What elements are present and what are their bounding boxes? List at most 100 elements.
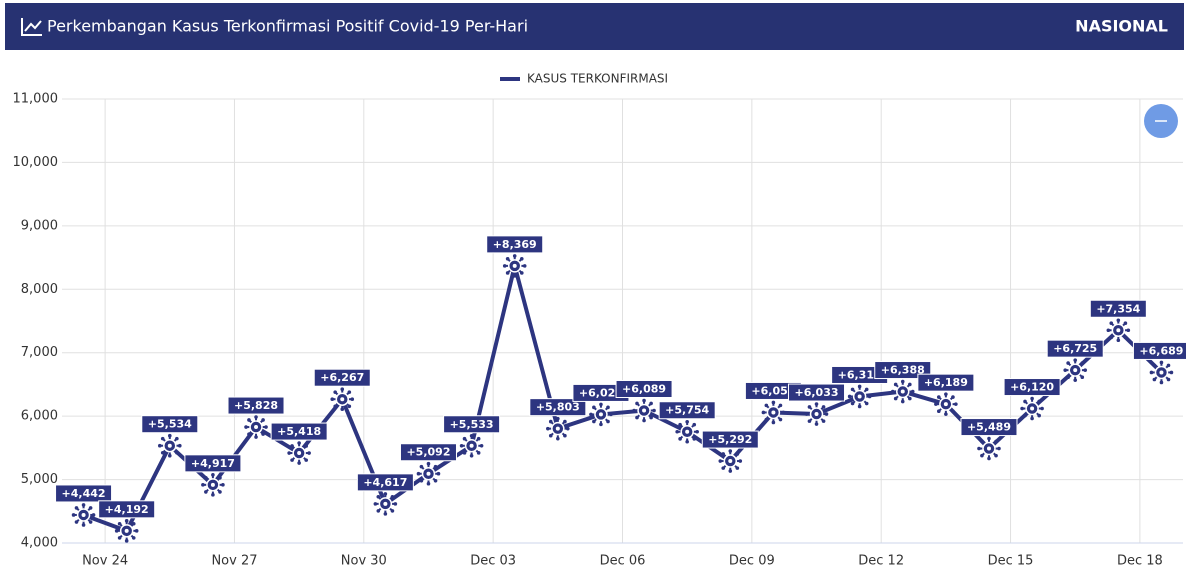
marker-spike-tip xyxy=(649,401,653,406)
marker-spike-tip xyxy=(1073,378,1078,382)
x-tick-label: Nov 24 xyxy=(82,554,128,569)
marker-spike-tip xyxy=(864,401,869,406)
marker-spike-tip xyxy=(114,529,119,533)
marker-spike-tip xyxy=(157,443,162,448)
marker-spike-tip xyxy=(261,432,265,436)
x-tick-label: Dec 12 xyxy=(858,554,904,569)
marker-spike-tip xyxy=(1123,321,1128,325)
marker-spike-tip xyxy=(290,458,294,462)
marker-spike-tip xyxy=(91,513,96,517)
marker-core xyxy=(728,459,733,464)
marker-spike-tip xyxy=(1149,370,1154,375)
marker-spike-tip xyxy=(1166,377,1171,382)
marker-spike-tip xyxy=(944,412,948,416)
marker-spike-tip xyxy=(652,408,656,413)
data-label-box xyxy=(1089,299,1147,318)
marker-spike-tip xyxy=(1063,368,1068,372)
marker-spike-tip xyxy=(997,446,1001,451)
marker-spike-tip xyxy=(893,396,898,401)
marker-spike-tip xyxy=(821,405,826,409)
marker-spike-tip xyxy=(1083,368,1088,372)
marker-spike-tip xyxy=(781,410,786,415)
marker xyxy=(502,254,527,278)
header-icon xyxy=(21,18,42,36)
marker-spike-tip xyxy=(81,503,86,507)
data-label-box xyxy=(1132,341,1186,360)
marker-spike-tip xyxy=(175,436,179,441)
marker-spike-tip xyxy=(987,456,991,461)
marker-spike-tip xyxy=(177,443,182,448)
marker-spike-tip xyxy=(124,519,129,523)
marker xyxy=(1020,396,1044,421)
marker-core xyxy=(900,389,905,394)
marker-spike-tip xyxy=(1030,396,1034,401)
marker-spike-tip xyxy=(936,409,941,414)
marker-spike-tip xyxy=(563,433,567,438)
marker-spike-tip xyxy=(419,464,424,469)
data-label: +4,617 xyxy=(363,476,407,489)
marker-spike-tip xyxy=(893,382,898,387)
data-label: +4,917 xyxy=(191,457,235,470)
marker-spike-tip xyxy=(980,453,984,458)
data-label: +6,689 xyxy=(1139,344,1183,357)
marker-spike-tip xyxy=(857,404,862,409)
marker-spike-tip xyxy=(330,397,335,402)
marker-spike-tip xyxy=(247,432,251,436)
marker-spike-tip xyxy=(416,471,421,476)
marker-spike-tip xyxy=(761,410,766,415)
marker-spike-tip xyxy=(74,506,79,510)
marker-spike-tip xyxy=(692,422,697,427)
marker-core xyxy=(1073,368,1078,373)
marker-spike-tip xyxy=(890,389,895,394)
marker-spike-tip xyxy=(764,403,769,408)
data-label-box xyxy=(1003,378,1061,397)
marker-spike-tip xyxy=(297,461,301,465)
data-label-box xyxy=(270,422,328,441)
marker-spike-tip xyxy=(376,509,381,513)
marker-spike-tip xyxy=(1106,328,1111,333)
marker-spike-tip xyxy=(1080,361,1085,365)
data-label-box xyxy=(227,396,285,415)
marker-spike-tip xyxy=(735,452,740,456)
marker-spike-tip xyxy=(1116,338,1121,343)
data-label-box xyxy=(443,415,501,434)
marker-spike-tip xyxy=(261,418,265,422)
marker-spike-tip xyxy=(74,520,79,524)
marker-spike-tip xyxy=(218,490,222,494)
marker-core xyxy=(555,426,560,431)
marker-spike-tip xyxy=(850,401,855,406)
data-label: +6,189 xyxy=(924,376,968,389)
data-label: +8,369 xyxy=(493,238,537,251)
marker-spike-tip xyxy=(373,502,378,506)
marker-spike-tip xyxy=(778,417,783,422)
y-tick-label: 5,000 xyxy=(21,472,58,487)
marker-spike-tip xyxy=(175,450,179,455)
marker-spike-tip xyxy=(857,384,862,389)
data-label: +7,354 xyxy=(1096,302,1140,315)
marker-spike-tip xyxy=(771,400,776,405)
marker-core xyxy=(210,482,215,487)
marker-spike-tip xyxy=(519,271,524,275)
marker-spike-tip xyxy=(987,436,991,441)
marker xyxy=(1149,360,1174,385)
data-label-box xyxy=(960,418,1018,437)
data-label-box xyxy=(788,383,846,402)
marker-spike-tip xyxy=(1116,318,1121,323)
marker-spike-tip xyxy=(900,399,905,404)
marker-spike-tip xyxy=(71,513,76,517)
data-label-box xyxy=(313,368,371,387)
x-tick-label: Nov 27 xyxy=(211,554,257,569)
marker-spike-tip xyxy=(340,407,345,412)
marker-spike-tip xyxy=(695,429,699,434)
marker-spike-tip xyxy=(167,453,172,458)
marker xyxy=(589,402,613,427)
marker xyxy=(675,419,699,444)
marker-spike-tip xyxy=(824,412,829,416)
marker-spike-tip xyxy=(642,418,646,423)
marker-spike-tip xyxy=(522,264,527,268)
marker-core xyxy=(814,412,819,417)
marker-spike-tip xyxy=(764,417,769,422)
marker-core xyxy=(771,410,776,415)
marker-spike-tip xyxy=(221,483,225,487)
marker-spike-tip xyxy=(376,494,381,499)
